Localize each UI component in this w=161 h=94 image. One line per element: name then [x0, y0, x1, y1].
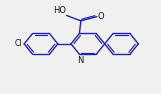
Text: Cl: Cl: [15, 39, 22, 48]
Text: HO: HO: [53, 6, 66, 15]
Text: N: N: [77, 56, 83, 65]
Text: O: O: [98, 12, 104, 21]
